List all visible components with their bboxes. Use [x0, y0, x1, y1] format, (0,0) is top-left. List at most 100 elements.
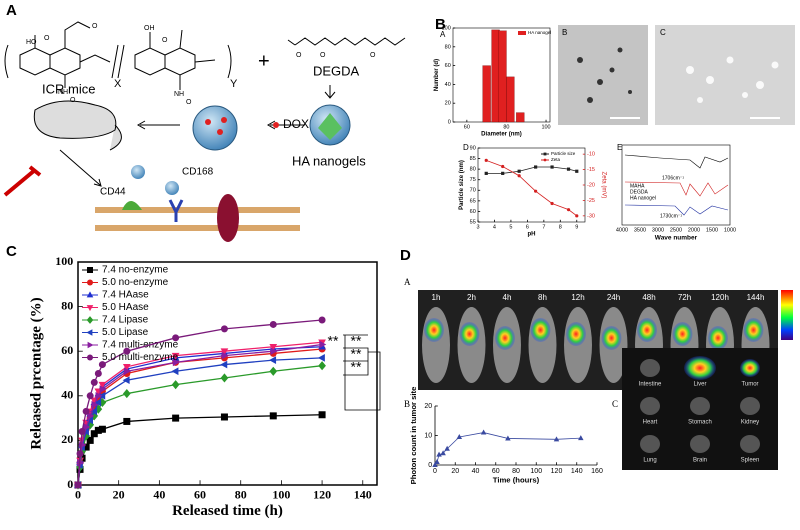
atom: O: [296, 52, 302, 59]
time-label: 48h: [642, 293, 655, 302]
x-axis-label: Released time (h): [172, 503, 283, 519]
y-axis-label: Photon count in tumor site: [409, 386, 418, 485]
legend-label: 7.4 no-enzyme: [102, 265, 169, 276]
x-tick-label: 6: [526, 224, 529, 230]
marker: [317, 354, 325, 362]
bar: [491, 29, 500, 123]
legend-label: Zeta: [551, 157, 561, 162]
series-line: [486, 166, 577, 174]
protein: [217, 194, 239, 242]
organ-label: Liver: [693, 382, 706, 388]
nanogel-dox: [192, 105, 238, 151]
legend-label: HA nanogel: [630, 195, 656, 201]
y2-tick-label: -20: [587, 182, 595, 188]
marker: [270, 347, 278, 356]
legend-label: 7.4 HAase: [102, 290, 149, 301]
sub-label: D: [463, 143, 469, 152]
legend-marker: [87, 354, 93, 361]
x-tick-label: 8: [559, 224, 562, 230]
series-line: [434, 432, 581, 466]
x-tick-label: 80: [235, 488, 247, 502]
label: CD44: [100, 187, 126, 198]
panel-a: [3, 21, 406, 231]
atom: NH: [58, 89, 68, 96]
significance: **: [351, 359, 362, 375]
structure: [134, 47, 216, 76]
nanogel-small: [165, 181, 179, 195]
legend-swatch: [518, 31, 526, 35]
marker: [86, 416, 94, 425]
x-tick-label: 60: [464, 124, 470, 130]
marker: [319, 340, 327, 349]
marker: [550, 165, 554, 169]
x-tick-label: 5: [509, 224, 512, 230]
marker: [480, 429, 487, 435]
organ-label: Brain: [693, 458, 707, 464]
y-tick-label: 60: [61, 343, 73, 357]
x-tick-label: 1500: [706, 227, 718, 233]
subscript: X: [114, 78, 122, 90]
bracket: [343, 334, 369, 376]
syringe: [3, 165, 42, 197]
marker: [269, 343, 278, 351]
x-tick-label: 4: [493, 224, 496, 230]
marker: [575, 214, 579, 218]
dox-dot: [205, 119, 211, 125]
color-scale: [781, 290, 793, 340]
dox-dot: [221, 117, 227, 123]
legend-label: MAHA: [630, 183, 645, 189]
dox-dot: [273, 122, 279, 128]
marker: [83, 423, 91, 431]
organ-label: Lung: [643, 458, 656, 464]
x-axis-label: Time (hours): [493, 475, 540, 484]
y-tick-label: 20: [424, 403, 432, 410]
marker: [82, 407, 90, 415]
series-line: [77, 414, 323, 486]
legend-marker: [87, 341, 94, 349]
legend-marker: [543, 158, 547, 162]
legend-label: DEGDA: [630, 189, 648, 195]
bar: [506, 76, 515, 123]
x-tick-label: 2500: [670, 227, 682, 233]
structure: [34, 21, 183, 90]
x-tick-label: 120: [313, 488, 331, 502]
sub-label: B: [562, 28, 567, 37]
sub-label: A: [404, 277, 411, 287]
organ: [640, 435, 660, 453]
marker: [122, 364, 131, 372]
x-tick-label: 120: [551, 468, 563, 475]
particles: [577, 47, 632, 103]
marker: [456, 433, 463, 439]
arrow: [136, 120, 180, 130]
legend-label: 7.4 multi-enzyme: [102, 340, 179, 351]
organ-label: Spleen: [741, 458, 760, 464]
marker: [220, 325, 228, 333]
panel-label: C: [6, 243, 17, 260]
x-tick-label: 20: [113, 488, 125, 502]
legend-marker: [86, 316, 94, 324]
marker: [122, 376, 130, 385]
label: HA nanogels: [292, 153, 366, 168]
x-tick-label: 0: [433, 468, 437, 475]
bar: [482, 65, 491, 123]
legend-marker: [543, 152, 547, 156]
marker: [171, 352, 180, 360]
marker: [578, 435, 584, 441]
marker: [566, 167, 571, 171]
sub-label: E: [617, 143, 622, 152]
marker: [172, 334, 180, 342]
x-tick-label: 40: [153, 488, 165, 502]
ftir-curve: [624, 154, 729, 169]
subscript: Y: [230, 78, 238, 90]
marker: [434, 459, 440, 465]
marker: [98, 381, 107, 389]
organ: [690, 435, 710, 453]
signal: [566, 322, 586, 346]
marker: [432, 462, 438, 467]
legend-label: 5.0 no-enzyme: [102, 277, 169, 288]
marker: [94, 426, 102, 434]
legend-label: 7.4 Lipase: [102, 315, 149, 326]
time-label: 144h: [747, 293, 765, 302]
plot-frame: [77, 261, 378, 486]
